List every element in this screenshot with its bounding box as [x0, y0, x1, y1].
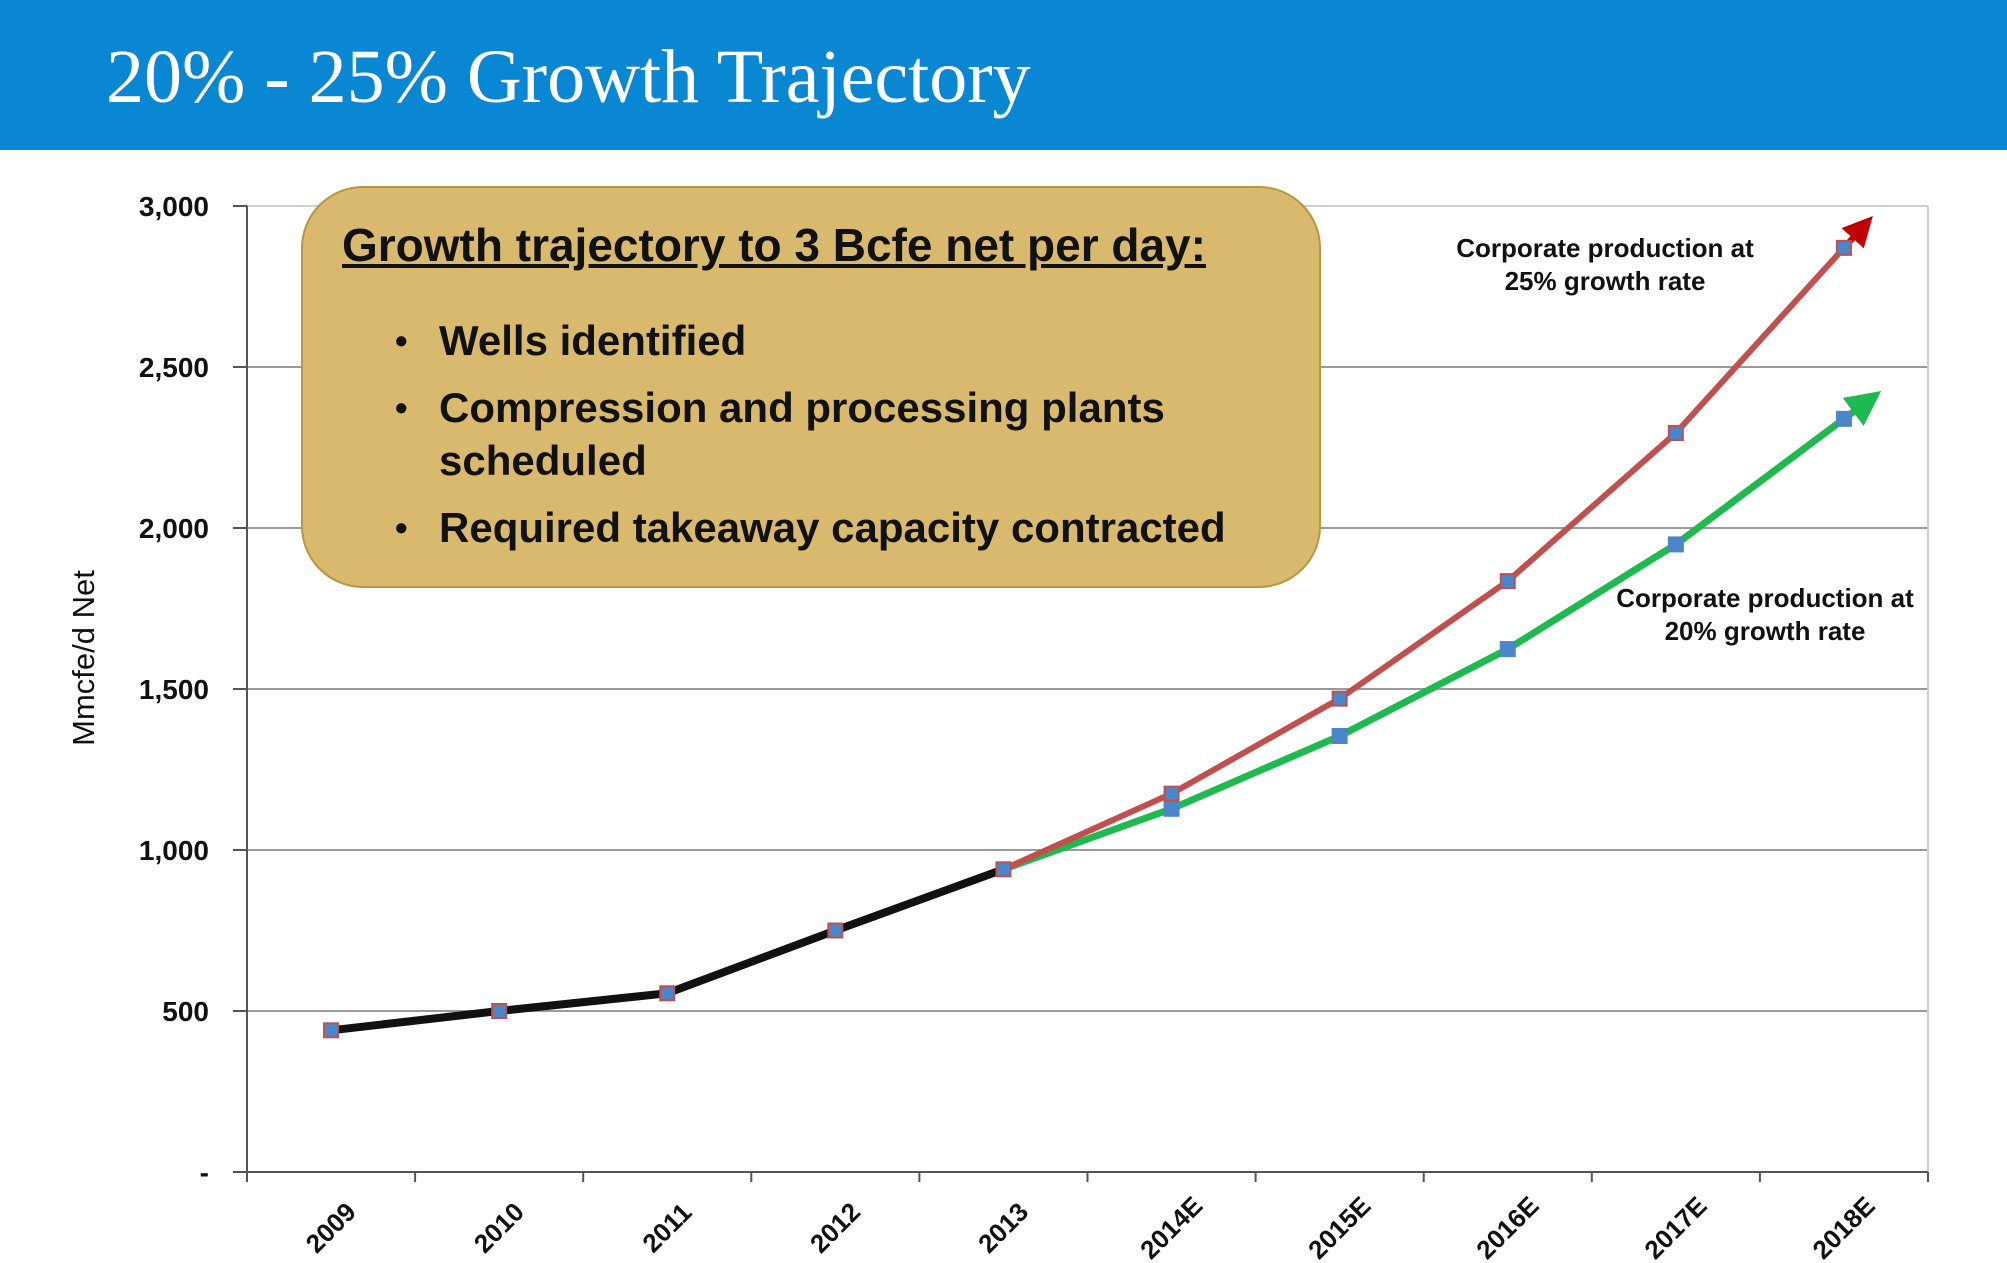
y-tick-label: 3,000: [139, 191, 209, 222]
data-point-rate_25: [1163, 785, 1180, 802]
callout-item-takeaway: Required takeaway capacity contracted: [395, 501, 1299, 554]
data-point-historical: [995, 861, 1012, 878]
callout-item-wells: Wells identified: [395, 314, 1299, 367]
data-point-rate_25: [1667, 425, 1684, 442]
data-point-rate_25: [1835, 239, 1852, 256]
x-tick-label: 2009: [300, 1197, 362, 1259]
title-bar: 20% - 25% Growth Trajectory: [0, 0, 2007, 150]
callout-list: Wells identified Compression and process…: [395, 314, 1299, 568]
data-point-rate_20: [1163, 800, 1180, 817]
x-tick-label: 2012: [804, 1197, 866, 1259]
x-tick-label: 2017E: [1638, 1190, 1712, 1263]
series-line-rate_25: [1002, 245, 1847, 873]
x-tick-label: 2011: [636, 1197, 697, 1258]
data-point-historical: [659, 985, 676, 1002]
x-tick-label: 2010: [468, 1197, 530, 1259]
data-point-historical: [323, 1022, 340, 1039]
data-point-rate_25: [1499, 573, 1516, 590]
x-tick-label: 2013: [972, 1197, 1034, 1259]
series-line-rate_20: [1002, 416, 1847, 873]
series-line-historical: [330, 865, 1005, 1035]
data-point-rate_20: [1499, 641, 1516, 658]
y-tick-label: 2,500: [139, 352, 209, 383]
y-tick-label: 1,500: [139, 674, 209, 705]
y-tick-label: 500: [162, 996, 209, 1027]
annotation-25-rate: Corporate production at 25% growth rate: [1456, 233, 1754, 296]
x-tick-label: 2018E: [1806, 1190, 1880, 1263]
y-tick-label: 1,000: [139, 835, 209, 866]
y-tick-label: 2,000: [139, 513, 209, 544]
data-point-rate_25: [1331, 690, 1348, 707]
data-point-rate_20: [1835, 410, 1852, 427]
y-tick-label: -: [200, 1157, 209, 1188]
y-axis-label: Mmcfe/d Net: [66, 570, 101, 746]
page-title: 20% - 25% Growth Trajectory: [106, 35, 1031, 119]
data-point-rate_20: [1331, 728, 1348, 745]
x-tick-label: 2016E: [1470, 1190, 1544, 1263]
x-tick-label: 2015E: [1302, 1190, 1376, 1263]
data-point-historical: [491, 1003, 508, 1019]
data-point-historical: [827, 922, 844, 939]
series-markers: [323, 239, 1852, 1039]
annotation-20-rate: Corporate production at 20% growth rate: [1616, 583, 1914, 646]
callout-heading: Growth trajectory to 3 Bcfe net per day:: [342, 219, 1206, 271]
x-tick-label: 2014E: [1134, 1190, 1208, 1263]
data-point-rate_20: [1667, 536, 1684, 553]
callout-box: Growth trajectory to 3 Bcfe net per day:…: [301, 186, 1321, 588]
callout-item-compression: Compression and processing plants schedu…: [395, 381, 1299, 487]
